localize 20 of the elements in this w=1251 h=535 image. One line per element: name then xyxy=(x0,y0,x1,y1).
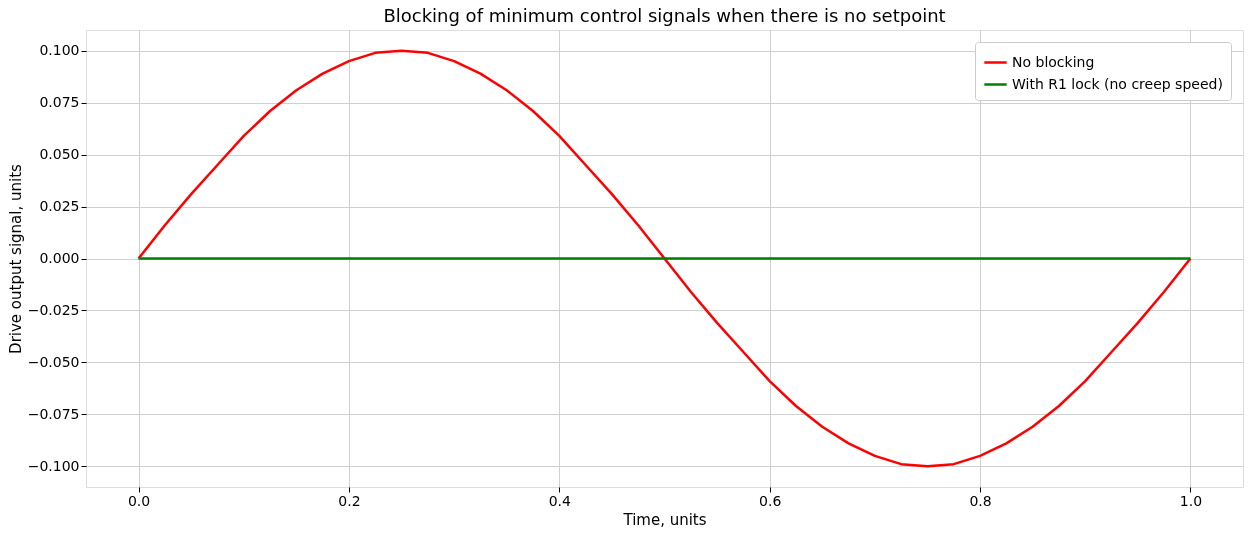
y-tick-label: 0.000 xyxy=(39,250,80,266)
y-tick-label: 0.100 xyxy=(39,42,80,59)
legend-label: No blocking xyxy=(1012,53,1095,70)
x-tick-label: 0.0 xyxy=(127,492,151,509)
y-tick-label: −0.025 xyxy=(27,301,80,318)
y-tick-label: 0.075 xyxy=(39,94,80,111)
y-tick-label: −0.100 xyxy=(27,457,80,474)
x-tick-label: 0.8 xyxy=(969,492,992,509)
legend-label: With R1 lock (no creep speed) xyxy=(1012,75,1223,92)
y-axis-title: Drive output signal, units xyxy=(6,163,25,354)
x-tick-label: 0.4 xyxy=(548,492,572,509)
y-tick-label: 0.025 xyxy=(39,198,80,215)
x-axis-title: Time, units xyxy=(622,510,707,529)
y-tick-label: −0.050 xyxy=(27,353,80,370)
x-tick-label: 0.6 xyxy=(759,492,782,509)
x-tick-label: 1.0 xyxy=(1179,492,1203,509)
x-tick-label: 0.2 xyxy=(338,492,361,509)
y-tick-label: 0.050 xyxy=(39,146,80,163)
y-tick-label: −0.075 xyxy=(27,405,80,422)
chart-title: Blocking of minimum control signals when there is no setpoint xyxy=(383,5,946,26)
